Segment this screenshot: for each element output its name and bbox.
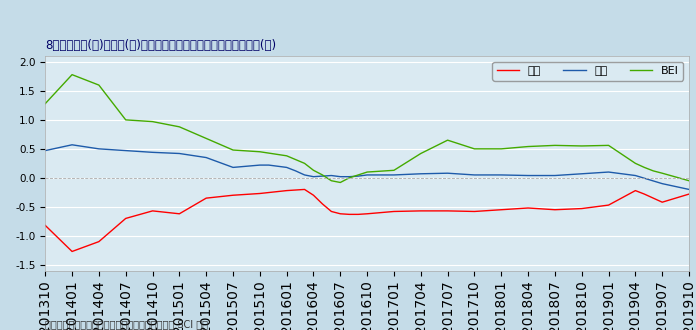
BEI <box>685 179 693 183</box>
Text: 出典：財務省、日本証券業協会のデータより浜町 SCI 推計: 出典：財務省、日本証券業協会のデータより浜町 SCI 推計 <box>45 319 208 329</box>
BEI <box>613 149 622 153</box>
BEI <box>381 169 389 173</box>
Legend: 実質, 名目, BEI: 実質, 名目, BEI <box>493 62 683 81</box>
名目 <box>631 174 640 178</box>
実質 <box>613 198 622 202</box>
BEI <box>41 102 49 106</box>
実質 <box>41 223 49 227</box>
名目 <box>41 148 49 152</box>
実質 <box>68 249 77 253</box>
名目 <box>685 187 693 191</box>
名目 <box>193 154 201 158</box>
Line: 名目: 名目 <box>45 145 689 189</box>
実質 <box>381 210 389 214</box>
実質 <box>596 204 604 208</box>
BEI <box>640 165 649 169</box>
実質 <box>264 190 273 194</box>
名目 <box>68 143 77 147</box>
実質 <box>193 201 201 205</box>
BEI <box>193 133 201 137</box>
BEI <box>264 151 273 155</box>
BEI <box>336 181 345 184</box>
名目 <box>264 163 273 167</box>
実質 <box>685 192 693 196</box>
BEI <box>68 73 77 77</box>
名目 <box>604 170 612 174</box>
BEI <box>596 144 604 148</box>
実質 <box>640 192 649 196</box>
Line: BEI: BEI <box>45 75 689 182</box>
実質 <box>301 187 309 191</box>
Text: 8年もの名目(青)・実質(赤)金利とブレークイーブン・インフレ率(緑): 8年もの名目(青)・実質(赤)金利とブレークイーブン・インフレ率(緑) <box>45 39 276 52</box>
名目 <box>372 173 380 177</box>
Line: 実質: 実質 <box>45 189 689 251</box>
名目 <box>587 171 595 175</box>
